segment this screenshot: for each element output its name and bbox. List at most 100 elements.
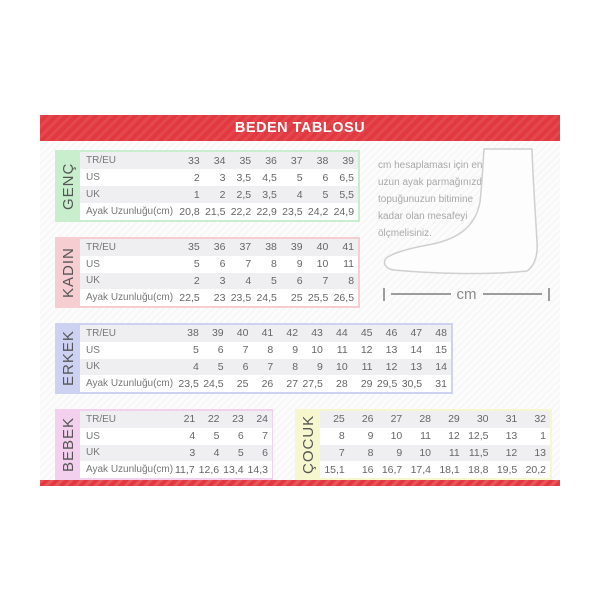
table-cell: 22,9 <box>256 205 277 218</box>
size-table-bebek: TR/EU 21 22 23 24 US 4 5 6 7 UK 3 4 5 6 Ayak Uzunluğu(c… <box>80 411 272 478</box>
table-cell: 25 <box>333 413 345 426</box>
table-cell: 39 <box>211 327 224 340</box>
size-section-cocuk: ÇOCUK 25 26 27 28 29 30 31 32 8 9 10 11 12 12,5 13 1 7 8 9 1… <box>295 409 552 480</box>
table-cell: 22 <box>207 413 220 426</box>
table-cell: 17,4 <box>410 463 431 476</box>
measure-unit-label: cm <box>456 285 477 303</box>
row-label: TR/EU <box>86 413 116 425</box>
table-row: Ayak Uzunluğu(cm) 11,7 12,6 13,4 14,3 <box>80 461 272 478</box>
measure-line: cm <box>383 286 550 302</box>
table-cell: 5 <box>271 274 277 287</box>
table-cell: 3,5 <box>236 171 252 184</box>
table-cell: 11 <box>336 344 348 357</box>
table-cell: 25,5 <box>307 291 329 304</box>
table-cell: 7 <box>262 430 268 443</box>
table-cell: 29,5 <box>376 377 398 390</box>
table-cell: 8 <box>367 446 374 459</box>
table-cell: 10 <box>316 258 329 271</box>
table-cell: 38 <box>187 327 199 340</box>
table-cell: 5 <box>213 430 220 443</box>
table-row: TR/EU 35 36 37 38 39 40 41 <box>80 239 358 256</box>
table-cell: 19,5 <box>496 463 518 476</box>
table-cell: 16,7 <box>381 463 403 476</box>
table-cell: 12 <box>360 344 373 357</box>
section-label-erkek: ERKEK <box>57 325 80 392</box>
table-cell: 36 <box>213 241 226 254</box>
table-cell: 7 <box>245 258 252 271</box>
row-label: Ayak Uzunluğu(cm) <box>86 464 174 476</box>
measure-tick-right <box>548 287 550 301</box>
table-cell: 21,5 <box>205 205 226 218</box>
table-cell: 4 <box>245 274 252 287</box>
table-cell: 5 <box>193 258 200 271</box>
table-row: UK 4 5 6 7 8 9 10 11 12 13 14 <box>80 358 451 376</box>
table-cell: 10 <box>311 344 323 357</box>
row-label: TR/EU <box>86 155 116 166</box>
table-cell: 26 <box>361 413 374 426</box>
table-cell: 9 <box>317 360 323 373</box>
table-cell: 9 <box>367 430 374 443</box>
table-cell: 6 <box>242 360 249 373</box>
table-cell: 7 <box>267 360 274 373</box>
table-cell: 7 <box>242 344 249 357</box>
table-row: 8 9 10 11 12 12,5 13 1 <box>320 427 550 445</box>
table-cell: 26,5 <box>333 291 355 304</box>
table-cell: 14,3 <box>247 463 268 476</box>
row-label: Ayak Uzunluğu(cm) <box>86 378 174 390</box>
row-label: US <box>86 258 100 270</box>
table-cell: 11,7 <box>175 463 195 476</box>
table-cell: 46 <box>385 327 398 340</box>
table-cell: 4,5 <box>262 171 277 184</box>
table-cell: 31 <box>505 413 518 426</box>
table-row: Ayak Uzunluğu(cm) 20,8 21,5 22,2 22,9 23,5 24,… <box>80 203 358 220</box>
header-band: BEDEN TABLOSU <box>40 115 560 141</box>
table-cell: 13,4 <box>223 463 244 476</box>
size-table-cocuk: 25 26 27 28 29 30 31 32 8 9 10 11 12 12,5 13 1 7 8 9 10 11 11… <box>320 411 550 478</box>
table-row: US 5 6 7 8 9 10 11 12 13 14 15 <box>80 341 451 359</box>
table-cell: 30,5 <box>401 377 423 390</box>
table-row: Ayak Uzunluğu(cm) 23,5 24,5 25 26 27 27,5 28 29 2… <box>80 375 451 392</box>
table-cell: 7 <box>338 446 345 459</box>
row-label: Ayak Uzunluğu(cm) <box>86 206 174 217</box>
table-row: TR/EU 38 39 40 41 42 43 44 45 46 47 48 <box>80 325 451 342</box>
table-cell: 11 <box>420 430 431 443</box>
measure-bar-right <box>482 293 542 295</box>
table-cell: 3 <box>189 446 196 459</box>
table-cell: 24,5 <box>203 377 224 390</box>
table-cell: 38 <box>316 154 329 167</box>
row-label: UK <box>86 361 100 373</box>
table-cell: 39 <box>290 241 303 254</box>
table-cell: 5 <box>217 360 224 373</box>
table-row: UK 1 2 2,5 3,5 4 5 5,5 <box>80 186 358 203</box>
table-cell: 4 <box>213 446 220 459</box>
table-cell: 3 <box>219 274 226 287</box>
table-cell: 37 <box>290 154 303 167</box>
size-section-kadin: KADIN TR/EU 35 36 37 38 39 40 41 US 5 6 7 8 9 10 11 UK 2 3 4… <box>55 237 360 308</box>
table-cell: 34 <box>213 154 226 167</box>
table-row: 7 8 9 10 11 11,5 12 13 <box>320 444 550 462</box>
table-cell: 24,5 <box>256 291 277 304</box>
table-cell: 22,2 <box>230 205 252 218</box>
table-cell: 48 <box>435 327 447 340</box>
table-cell: 12 <box>505 446 518 459</box>
table-cell: 13 <box>385 344 398 357</box>
table-cell: 29 <box>448 413 460 426</box>
table-cell: 10 <box>336 360 348 373</box>
table-cell: 6 <box>237 430 244 443</box>
table-cell: 6 <box>219 258 226 271</box>
table-cell: 5 <box>192 344 199 357</box>
table-cell: 6 <box>262 446 268 459</box>
table-cell: 5,5 <box>339 188 355 201</box>
measure-tick-left <box>383 287 385 301</box>
table-row: US 5 6 7 8 9 10 11 <box>80 255 358 273</box>
measure-bar-left <box>391 293 451 295</box>
table-cell: 11,5 <box>468 446 489 459</box>
size-section-bebek: BEBEK TR/EU 21 22 23 24 US 4 5 6 7 UK 3 4 5 6 Ayak Uzunl… <box>55 409 273 480</box>
table-cell: 37 <box>239 241 252 254</box>
table-cell: 1 <box>193 188 200 201</box>
table-cell: 24,2 <box>307 205 329 218</box>
table-cell: 26 <box>261 377 274 390</box>
table-cell: 10 <box>390 430 403 443</box>
table-cell: 28 <box>336 377 348 390</box>
table-cell: 5 <box>237 446 244 459</box>
